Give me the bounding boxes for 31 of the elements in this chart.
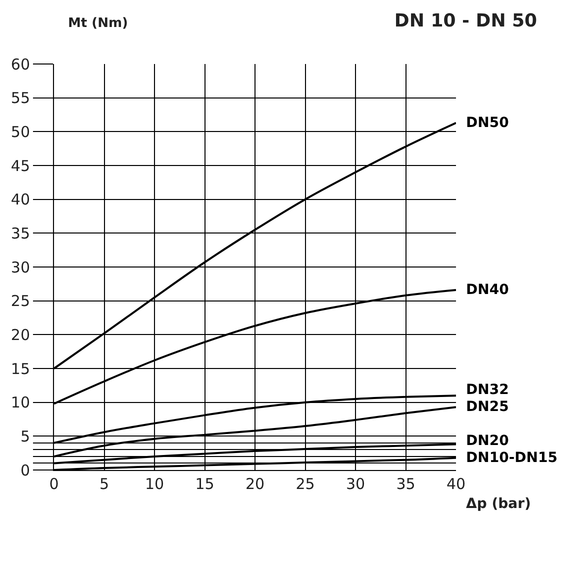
series-label: DN32 <box>466 382 509 398</box>
x-axis-title: Δp (bar) <box>466 496 531 512</box>
y-tick-label: 0 <box>20 461 30 480</box>
y-tick-label: 20 <box>10 326 30 344</box>
x-tick-label: 25 <box>296 475 315 493</box>
y-tick-label: 45 <box>10 156 30 175</box>
y-tick-label: 35 <box>10 224 30 242</box>
y-tick-label: 30 <box>10 258 30 276</box>
series-label: DN40 <box>466 282 510 298</box>
series-label: DN10-DN15 <box>466 450 558 466</box>
y-tick-label: 40 <box>10 190 30 209</box>
y-tick-label: 50 <box>10 122 30 141</box>
x-tick-label: 30 <box>346 475 366 493</box>
series-label: DN50 <box>466 115 510 131</box>
x-tick-label: 40 <box>446 475 466 493</box>
series-label: DN25 <box>466 399 509 415</box>
y-tick-label: 60 <box>10 55 30 74</box>
y-tick-label: 5 <box>20 427 30 446</box>
x-tick-label: 10 <box>144 475 164 493</box>
y-axis-title: Mt (Nm) <box>68 16 128 31</box>
y-tick-label: 10 <box>10 394 30 412</box>
y-tick-label: 25 <box>10 292 30 310</box>
x-tick-label: 20 <box>245 475 265 493</box>
x-tick-label: 35 <box>396 475 416 493</box>
x-tick-label: 5 <box>99 475 110 493</box>
x-tick-label: 0 <box>49 475 59 493</box>
y-tick-label: 55 <box>10 89 30 108</box>
series-label: DN20 <box>466 433 510 449</box>
chart-title: DN 10 - DN 50 <box>394 10 538 32</box>
y-tick-label: 15 <box>10 360 30 378</box>
x-tick-label: 15 <box>195 475 214 493</box>
